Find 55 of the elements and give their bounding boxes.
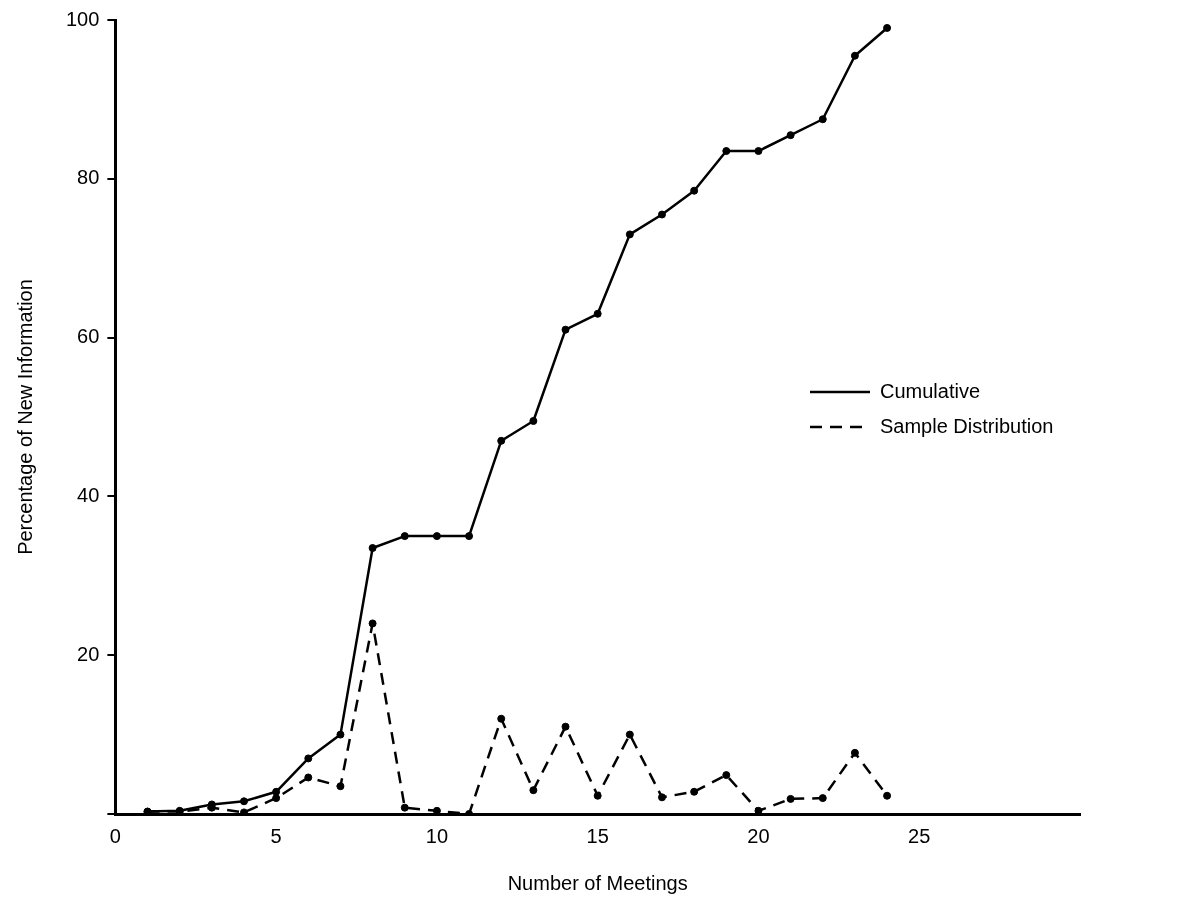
point: [432, 806, 441, 814]
point: [368, 619, 377, 628]
point: [786, 794, 795, 803]
point: [400, 803, 409, 812]
point: [850, 51, 859, 60]
x-tick-label: 25: [908, 824, 931, 847]
y-tick-label: 60: [77, 325, 100, 348]
point: [657, 210, 666, 219]
point: [883, 791, 892, 800]
x-axis-title: Number of Meetings: [507, 871, 688, 894]
point: [593, 791, 602, 800]
point: [754, 806, 763, 814]
x-tick-label: 0: [109, 824, 121, 847]
point: [239, 797, 248, 806]
point: [690, 186, 699, 195]
point: [625, 230, 634, 239]
point: [529, 416, 538, 425]
point: [304, 773, 313, 782]
point: [272, 794, 281, 803]
point: [883, 23, 892, 32]
point: [561, 325, 570, 334]
point: [754, 147, 763, 156]
point: [336, 782, 345, 791]
y-tick-label: 80: [77, 166, 100, 189]
legend-label: Cumulative: [880, 379, 981, 402]
point: [400, 532, 409, 541]
point: [625, 730, 634, 739]
point: [336, 730, 345, 739]
point: [304, 754, 313, 763]
point: [272, 787, 281, 796]
y-axis-title: Percentage of New Information: [13, 279, 36, 555]
point: [497, 436, 506, 445]
point: [850, 748, 859, 757]
y-tick-label: 20: [77, 642, 100, 665]
point: [818, 794, 827, 803]
point: [722, 771, 731, 780]
x-tick-label: 20: [747, 824, 770, 847]
legend-label: Sample Distribution: [880, 414, 1054, 437]
point: [497, 714, 506, 723]
point: [786, 131, 795, 140]
point: [657, 793, 666, 802]
point: [529, 786, 538, 795]
x-tick-label: 10: [425, 824, 449, 847]
point: [818, 115, 827, 124]
x-tick-label: 5: [270, 824, 282, 847]
point: [593, 309, 602, 318]
point: [690, 787, 699, 796]
y-tick-label: 40: [77, 483, 100, 506]
point: [561, 722, 570, 731]
y-tick-label: 100: [65, 7, 100, 30]
point: [465, 532, 474, 541]
x-tick-label: 15: [586, 824, 609, 847]
point: [722, 147, 731, 156]
point: [432, 532, 441, 541]
point: [368, 544, 377, 553]
